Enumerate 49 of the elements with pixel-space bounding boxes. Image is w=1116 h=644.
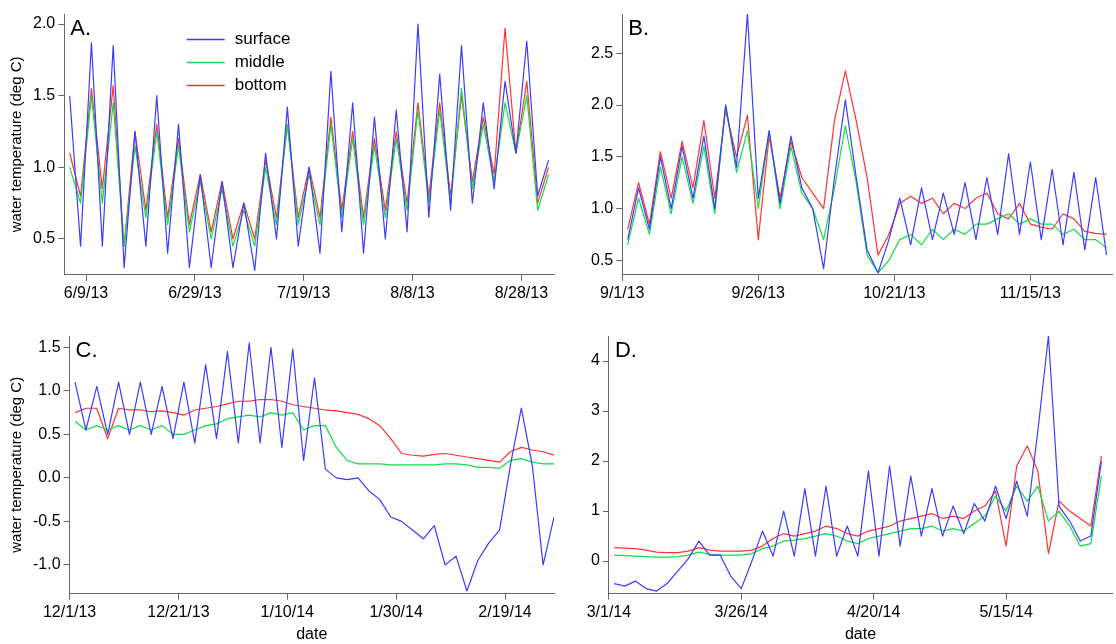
y-tick-label: 1.5 — [38, 337, 61, 355]
chart-title: C. — [75, 337, 98, 363]
x-tick-label: 5/15/14 — [979, 602, 1033, 620]
x-tick-label: 6/9/13 — [63, 283, 109, 301]
x-tick-label: 3/1/14 — [586, 602, 632, 620]
y-tick-label: 1.0 — [590, 198, 614, 216]
y-tick-label: 2 — [590, 451, 600, 469]
x-axis-title: date — [844, 624, 877, 642]
y-tick-label: 0 — [590, 551, 600, 569]
y-tick-label: 1 — [590, 501, 600, 519]
y-tick-label: 2.5 — [590, 43, 614, 61]
y-tick-label: 1.5 — [590, 147, 614, 165]
x-tick-label: 4/20/14 — [846, 602, 901, 620]
legend-label: middle — [234, 52, 285, 72]
y-tick-label: 3 — [590, 401, 600, 419]
x-tick-label: 8/28/13 — [494, 283, 549, 301]
x-tick-label: 12/21/13 — [147, 602, 210, 620]
chart-title: A. — [70, 15, 92, 41]
legend-label: surface — [234, 29, 291, 49]
y-tick-label: 2.0 — [32, 14, 56, 32]
x-tick-label: 1/10/14 — [260, 602, 315, 620]
x-tick-label: 9/26/13 — [731, 283, 786, 301]
y-tick-label: 1.5 — [32, 86, 56, 104]
x-tick-label: 1/30/14 — [369, 602, 423, 620]
y-axis-title: water temperature (deg C) — [7, 376, 25, 554]
y-tick-label: -0.5 — [32, 511, 61, 529]
y-tick-label: 2.0 — [590, 95, 614, 113]
chart-title: D. — [614, 337, 637, 363]
legend-label: bottom — [234, 75, 287, 95]
x-tick-label: 11/15/13 — [999, 283, 1062, 301]
chart-title: B. — [628, 15, 650, 41]
x-tick-label: 6/29/13 — [168, 283, 222, 301]
y-tick-label: 0.0 — [38, 468, 61, 486]
y-tick-label: 1.0 — [32, 157, 56, 175]
x-tick-label: 9/1/13 — [600, 283, 645, 301]
y-tick-label: 0.5 — [38, 424, 61, 442]
x-tick-label: 8/8/13 — [390, 283, 435, 301]
x-axis-title: date — [296, 624, 328, 642]
x-tick-label: 10/21/13 — [863, 283, 926, 301]
y-tick-label: 0.5 — [590, 250, 614, 268]
y-tick-label: 1.0 — [38, 381, 61, 399]
x-tick-label: 2/19/14 — [478, 602, 532, 620]
x-tick-label: 12/1/13 — [42, 602, 97, 620]
y-axis-title: water temperature (deg C) — [7, 56, 25, 234]
x-tick-label: 7/19/13 — [276, 283, 331, 301]
x-tick-label: 3/26/14 — [714, 602, 769, 620]
y-tick-label: 0.5 — [32, 229, 56, 247]
y-tick-label: 4 — [590, 351, 600, 369]
y-tick-label: -1.0 — [32, 555, 61, 573]
